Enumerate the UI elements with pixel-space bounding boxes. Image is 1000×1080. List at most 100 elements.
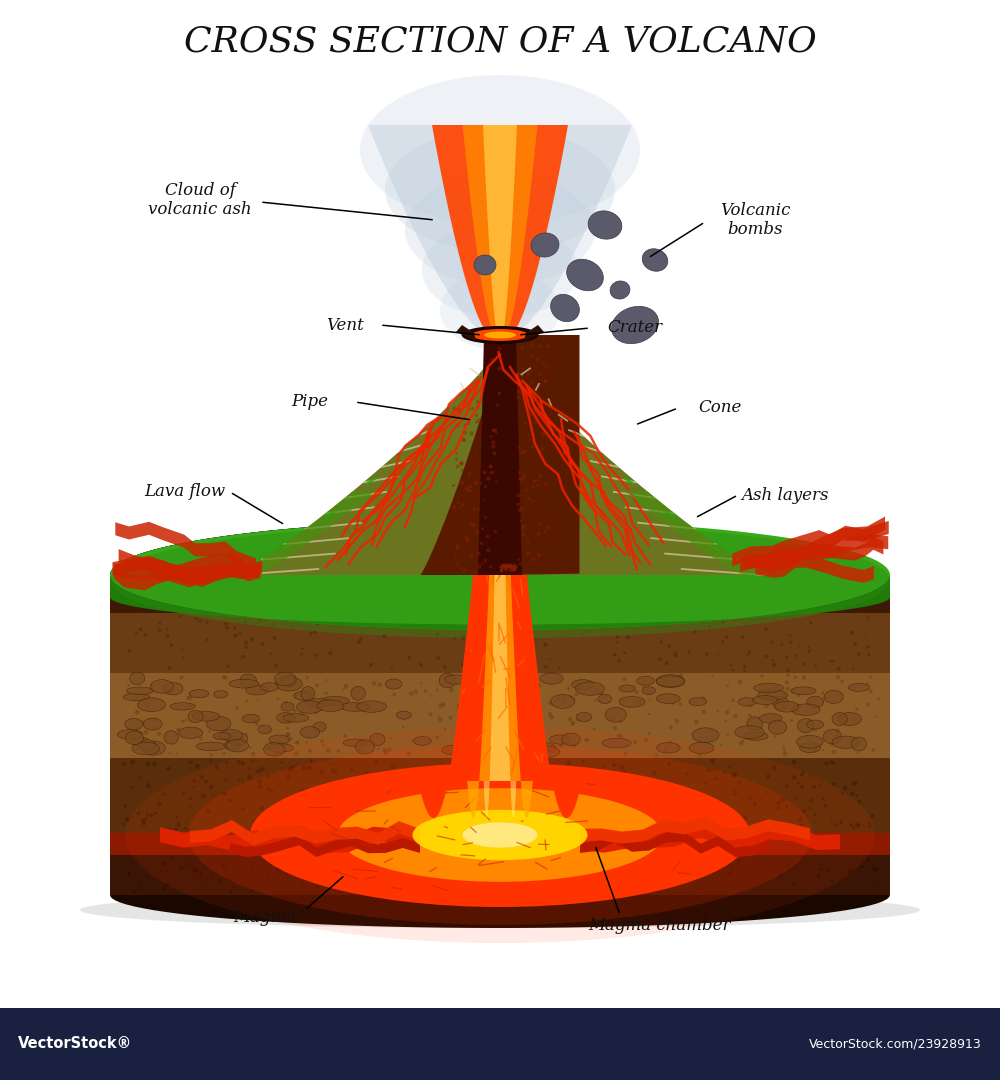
Ellipse shape xyxy=(473,729,500,739)
Point xyxy=(203,779,219,796)
Point xyxy=(771,690,787,707)
Point xyxy=(460,608,476,625)
Point xyxy=(620,611,636,629)
Point xyxy=(474,554,490,571)
Point xyxy=(507,819,523,836)
Polygon shape xyxy=(587,613,599,673)
Point xyxy=(667,647,683,664)
Point xyxy=(613,713,629,730)
Polygon shape xyxy=(230,835,420,858)
Point xyxy=(139,868,155,886)
Point xyxy=(179,856,195,874)
Point xyxy=(393,774,409,792)
Polygon shape xyxy=(219,758,227,833)
Point xyxy=(457,480,473,497)
Polygon shape xyxy=(513,673,525,758)
Point xyxy=(309,878,325,895)
Polygon shape xyxy=(789,833,797,855)
Point xyxy=(488,657,504,674)
Point xyxy=(776,687,792,704)
Polygon shape xyxy=(115,855,117,895)
Polygon shape xyxy=(328,855,340,895)
Point xyxy=(739,728,755,745)
Polygon shape xyxy=(351,575,362,613)
Point xyxy=(449,555,465,572)
Polygon shape xyxy=(743,855,753,895)
Polygon shape xyxy=(580,818,810,843)
Polygon shape xyxy=(870,855,874,895)
Point xyxy=(506,818,522,835)
Point xyxy=(600,773,616,791)
Polygon shape xyxy=(410,855,422,895)
Polygon shape xyxy=(753,758,762,833)
Point xyxy=(159,863,175,880)
Point xyxy=(405,761,421,779)
Polygon shape xyxy=(880,855,883,895)
Point xyxy=(136,714,152,731)
Polygon shape xyxy=(762,758,771,833)
Point xyxy=(510,364,526,381)
Point xyxy=(693,881,709,899)
Point xyxy=(461,650,477,667)
Polygon shape xyxy=(194,833,202,855)
Point xyxy=(824,735,840,753)
Polygon shape xyxy=(789,613,797,673)
Polygon shape xyxy=(840,575,846,613)
Point xyxy=(413,674,429,691)
Point xyxy=(334,775,350,793)
Ellipse shape xyxy=(301,687,315,701)
Polygon shape xyxy=(611,613,623,673)
Point xyxy=(695,689,711,706)
Polygon shape xyxy=(110,862,890,928)
Point xyxy=(260,868,276,886)
Polygon shape xyxy=(275,575,285,613)
Point xyxy=(575,753,591,770)
Point xyxy=(663,719,679,737)
Point xyxy=(754,667,770,685)
Ellipse shape xyxy=(281,702,294,711)
Polygon shape xyxy=(827,855,834,895)
Point xyxy=(200,882,216,900)
Polygon shape xyxy=(296,855,306,895)
Point xyxy=(292,821,308,838)
Point xyxy=(138,626,154,644)
Point xyxy=(234,771,250,788)
Point xyxy=(487,421,503,438)
Point xyxy=(665,814,681,832)
Polygon shape xyxy=(236,534,246,895)
Point xyxy=(508,558,524,576)
Point xyxy=(242,769,258,786)
Polygon shape xyxy=(166,833,172,855)
Polygon shape xyxy=(846,673,851,758)
Point xyxy=(120,865,136,882)
Polygon shape xyxy=(646,833,658,855)
Point xyxy=(767,728,783,745)
Point xyxy=(616,779,632,796)
Point xyxy=(511,469,527,486)
Point xyxy=(309,794,325,811)
Point xyxy=(578,731,594,748)
Polygon shape xyxy=(138,673,143,758)
Polygon shape xyxy=(296,833,306,855)
Point xyxy=(331,691,347,708)
Point xyxy=(815,791,831,808)
Ellipse shape xyxy=(170,703,195,710)
Point xyxy=(254,717,270,734)
Point xyxy=(200,802,216,820)
Point xyxy=(328,765,344,782)
Point xyxy=(495,556,511,573)
Point xyxy=(454,656,470,673)
Polygon shape xyxy=(186,855,194,895)
Point xyxy=(216,859,232,876)
Point xyxy=(128,690,144,707)
Point xyxy=(463,647,479,664)
Polygon shape xyxy=(459,855,471,895)
Point xyxy=(217,785,233,802)
Point xyxy=(162,745,178,762)
Point xyxy=(609,629,625,646)
Point xyxy=(725,661,741,678)
Point xyxy=(429,729,445,746)
Polygon shape xyxy=(525,833,537,855)
Point xyxy=(696,703,712,720)
Point xyxy=(715,633,731,650)
